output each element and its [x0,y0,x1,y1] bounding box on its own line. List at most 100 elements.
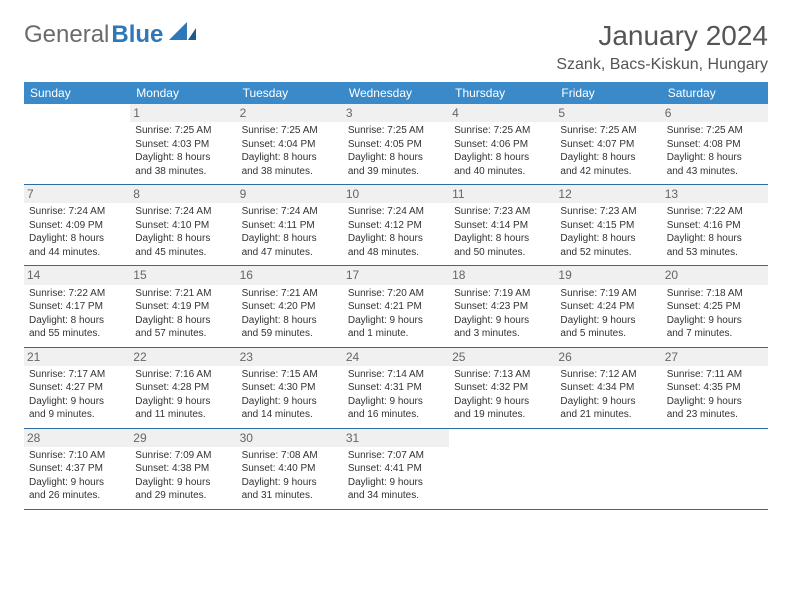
day-number: 10 [343,185,449,203]
day-header: Saturday [662,82,768,104]
day-header: Tuesday [237,82,343,104]
day-details: Sunrise: 7:23 AMSunset: 4:15 PMDaylight:… [560,205,656,259]
calendar-day-cell: 8 Sunrise: 7:24 AMSunset: 4:10 PMDaylight… [130,185,236,266]
day-details: Sunrise: 7:25 AMSunset: 4:08 PMDaylight:… [667,124,763,178]
calendar-day-cell [555,428,661,509]
calendar-day-cell: 5Sunrise: 7:25 AMSunset: 4:07 PMDaylight… [555,104,661,185]
day-number: 29 [130,429,236,447]
day-number: 15 [130,266,236,284]
day-details: Sunrise: 7:07 AMSunset: 4:41 PMDaylight:… [348,449,444,503]
day-number: 3 [343,104,449,122]
calendar-day-cell: 7Sunrise: 7:24 AMSunset: 4:09 PMDaylight… [24,185,130,266]
day-details: Sunrise: 7:21 AMSunset: 4:19 PMDaylight:… [135,287,231,341]
day-number: 24 [343,348,449,366]
calendar-day-cell: 21 Sunrise: 7:17 AMSunset: 4:27 PMDayligh… [24,347,130,428]
day-details: Sunrise: 7:24 AMSunset: 4:12 PMDaylight:… [348,205,444,259]
day-header-row: Sunday Monday Tuesday Wednesday Thursday… [24,82,768,104]
calendar-day-cell: 18Sunrise: 7:19 AMSunset: 4:23 PMDayligh… [449,266,555,347]
calendar-day-cell: 29 Sunrise: 7:09 AMSunset: 4:38 PMDayligh… [130,428,236,509]
calendar-day-cell: 12 Sunrise: 7:23 AMSunset: 4:15 PMDayligh… [555,185,661,266]
calendar-week-row: 1Sunrise: 7:25 AMSunset: 4:03 PMDaylight… [24,104,768,185]
day-details: Sunrise: 7:24 AMSunset: 4:10 PMDaylight:… [135,205,231,259]
day-details: Sunrise: 7:16 AMSunset: 4:28 PMDaylight:… [135,368,231,422]
calendar-day-cell: 23 Sunrise: 7:15 AMSunset: 4:30 PMDayligh… [237,347,343,428]
calendar-day-cell: 22 Sunrise: 7:16 AMSunset: 4:28 PMDayligh… [130,347,236,428]
day-number: 4 [449,104,555,122]
logo-text-gray: General [24,21,109,49]
day-details: Sunrise: 7:12 AMSunset: 4:34 PMDaylight:… [560,368,656,422]
day-details: Sunrise: 7:25 AMSunset: 4:07 PMDaylight:… [560,124,656,178]
day-number: 22 [130,348,236,366]
calendar-day-cell: 1Sunrise: 7:25 AMSunset: 4:03 PMDaylight… [130,104,236,185]
calendar-day-cell: 19Sunrise: 7:19 AMSunset: 4:24 PMDayligh… [555,266,661,347]
day-details: Sunrise: 7:20 AMSunset: 4:21 PMDaylight:… [348,287,444,341]
calendar-day-cell: 20Sunrise: 7:18 AMSunset: 4:25 PMDayligh… [662,266,768,347]
day-details: Sunrise: 7:14 AMSunset: 4:31 PMDaylight:… [348,368,444,422]
calendar-week-row: 14Sunrise: 7:22 AMSunset: 4:17 PMDayligh… [24,266,768,347]
day-number: 11 [449,185,555,203]
day-details: Sunrise: 7:23 AMSunset: 4:14 PMDaylight:… [454,205,550,259]
logo: GeneralBlue [24,20,197,49]
day-details: Sunrise: 7:11 AMSunset: 4:35 PMDaylight:… [667,368,763,422]
calendar-day-cell: 24 Sunrise: 7:14 AMSunset: 4:31 PMDayligh… [343,347,449,428]
day-details: Sunrise: 7:15 AMSunset: 4:30 PMDaylight:… [242,368,338,422]
day-number: 7 [24,185,130,203]
logo-sail-icon [169,20,197,49]
day-details: Sunrise: 7:09 AMSunset: 4:38 PMDaylight:… [135,449,231,503]
day-number: 8 [130,185,236,203]
day-details: Sunrise: 7:21 AMSunset: 4:20 PMDaylight:… [242,287,338,341]
calendar-day-cell: 14Sunrise: 7:22 AMSunset: 4:17 PMDayligh… [24,266,130,347]
calendar-day-cell: 16Sunrise: 7:21 AMSunset: 4:20 PMDayligh… [237,266,343,347]
day-number: 6 [662,104,768,122]
day-details: Sunrise: 7:08 AMSunset: 4:40 PMDaylight:… [242,449,338,503]
calendar-day-cell: 10 Sunrise: 7:24 AMSunset: 4:12 PMDayligh… [343,185,449,266]
calendar-day-cell [449,428,555,509]
day-details: Sunrise: 7:24 AMSunset: 4:11 PMDaylight:… [242,205,338,259]
calendar-day-cell: 17 Sunrise: 7:20 AMSunset: 4:21 PMDayligh… [343,266,449,347]
day-number: 13 [662,185,768,203]
day-number: 18 [449,266,555,284]
day-number: 25 [449,348,555,366]
day-number: 9 [237,185,343,203]
calendar-table: Sunday Monday Tuesday Wednesday Thursday… [24,82,768,510]
header: GeneralBlue January 2024 Szank, Bacs-Kis… [24,20,768,74]
day-number: 12 [555,185,661,203]
day-number: 27 [662,348,768,366]
day-details: Sunrise: 7:25 AMSunset: 4:04 PMDaylight:… [242,124,338,178]
calendar-week-row: 21 Sunrise: 7:17 AMSunset: 4:27 PMDayligh… [24,347,768,428]
calendar-day-cell: 11 Sunrise: 7:23 AMSunset: 4:14 PMDayligh… [449,185,555,266]
day-number: 23 [237,348,343,366]
day-details: Sunrise: 7:25 AMSunset: 4:05 PMDaylight:… [348,124,444,178]
calendar-day-cell: 3 Sunrise: 7:25 AMSunset: 4:05 PMDaylight… [343,104,449,185]
calendar-day-cell: 4Sunrise: 7:25 AMSunset: 4:06 PMDaylight… [449,104,555,185]
calendar-day-cell: 30Sunrise: 7:08 AMSunset: 4:40 PMDayligh… [237,428,343,509]
calendar-week-row: 7Sunrise: 7:24 AMSunset: 4:09 PMDaylight… [24,185,768,266]
calendar-day-cell: 15 Sunrise: 7:21 AMSunset: 4:19 PMDayligh… [130,266,236,347]
calendar-day-cell: 27 Sunrise: 7:11 AMSunset: 4:35 PMDayligh… [662,347,768,428]
day-details: Sunrise: 7:17 AMSunset: 4:27 PMDaylight:… [29,368,125,422]
day-number: 21 [24,348,130,366]
day-details: Sunrise: 7:19 AMSunset: 4:24 PMDaylight:… [560,287,656,341]
calendar-day-cell [662,428,768,509]
day-details: Sunrise: 7:22 AMSunset: 4:16 PMDaylight:… [667,205,763,259]
day-details: Sunrise: 7:18 AMSunset: 4:25 PMDaylight:… [667,287,763,341]
location: Szank, Bacs-Kiskun, Hungary [556,56,768,74]
month-title: January 2024 [556,20,768,52]
day-details: Sunrise: 7:25 AMSunset: 4:03 PMDaylight:… [135,124,231,178]
day-details: Sunrise: 7:22 AMSunset: 4:17 PMDaylight:… [29,287,125,341]
day-number: 26 [555,348,661,366]
day-details: Sunrise: 7:10 AMSunset: 4:37 PMDaylight:… [29,449,125,503]
logo-text-blue: Blue [111,21,163,49]
calendar-day-cell: 13 Sunrise: 7:22 AMSunset: 4:16 PMDayligh… [662,185,768,266]
day-header: Thursday [449,82,555,104]
calendar-day-cell: 31Sunrise: 7:07 AMSunset: 4:41 PMDayligh… [343,428,449,509]
day-header: Friday [555,82,661,104]
day-number: 17 [343,266,449,284]
day-number: 28 [24,429,130,447]
calendar-day-cell [24,104,130,185]
title-block: January 2024 Szank, Bacs-Kiskun, Hungary [556,20,768,74]
day-details: Sunrise: 7:13 AMSunset: 4:32 PMDaylight:… [454,368,550,422]
day-header: Sunday [24,82,130,104]
calendar-day-cell: 2Sunrise: 7:25 AMSunset: 4:04 PMDaylight… [237,104,343,185]
calendar-day-cell: 6 Sunrise: 7:25 AMSunset: 4:08 PMDaylight… [662,104,768,185]
